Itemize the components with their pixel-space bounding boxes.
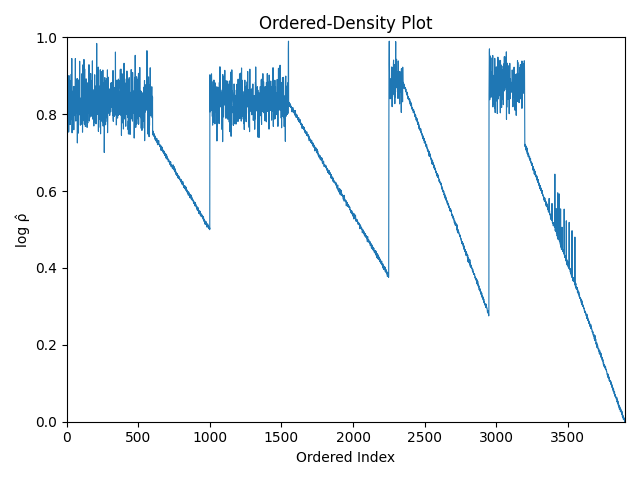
- X-axis label: Ordered Index: Ordered Index: [296, 451, 396, 465]
- Y-axis label: log ρ̂: log ρ̂: [15, 212, 29, 247]
- Title: Ordered-Density Plot: Ordered-Density Plot: [259, 15, 433, 33]
